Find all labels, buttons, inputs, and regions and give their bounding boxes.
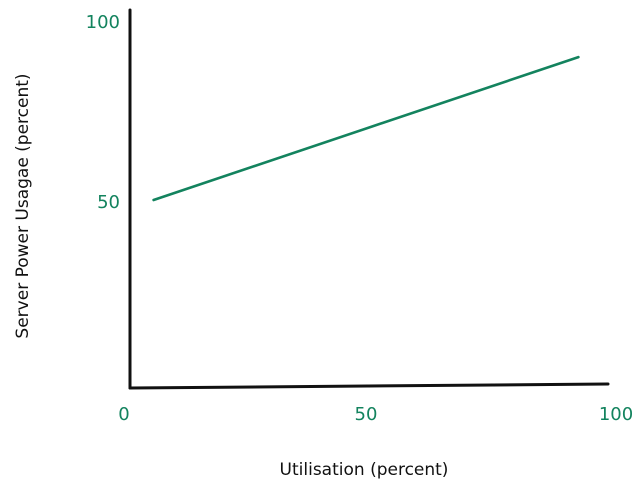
x-axis-label: Utilisation (percent) [280, 460, 449, 480]
x-axis-line [128, 382, 610, 390]
x-tick-labels: 0 50 100 [118, 404, 633, 425]
x-tick-label: 100 [599, 404, 633, 425]
plot-area [128, 8, 610, 390]
y-axis-label: Server Power Usagae (percent) [13, 73, 33, 338]
y-tick-labels: 50 100 [86, 12, 120, 213]
series-line [152, 55, 580, 202]
y-tick-label: 50 [97, 192, 120, 213]
x-tick-label: 50 [355, 404, 378, 425]
y-tick-label: 100 [86, 12, 120, 33]
x-tick-label: 0 [118, 404, 129, 425]
